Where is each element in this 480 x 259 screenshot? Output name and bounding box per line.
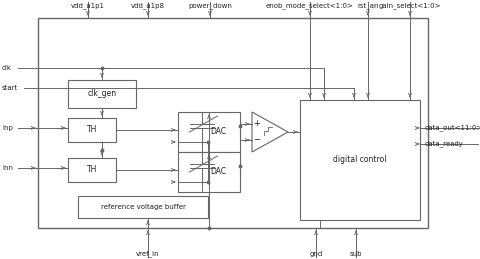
Text: vdd_a1p1: vdd_a1p1 xyxy=(71,2,105,9)
Text: digital control: digital control xyxy=(333,155,387,164)
Text: data_out<11:0>: data_out<11:0> xyxy=(425,125,480,131)
Bar xyxy=(68,158,116,182)
Text: gnd: gnd xyxy=(310,251,323,257)
Text: rst_an: rst_an xyxy=(357,2,379,9)
Text: clk_gen: clk_gen xyxy=(87,90,117,98)
Bar xyxy=(68,118,116,142)
Text: inn: inn xyxy=(2,165,13,171)
Text: inp: inp xyxy=(2,125,13,131)
Bar xyxy=(178,112,240,152)
Text: TH: TH xyxy=(87,126,97,134)
Text: start: start xyxy=(2,85,18,91)
Text: DAC: DAC xyxy=(210,127,227,136)
Bar xyxy=(68,80,136,108)
Bar xyxy=(78,196,208,218)
Text: gain_select<1:0>: gain_select<1:0> xyxy=(379,2,441,9)
Text: power_down: power_down xyxy=(188,2,232,9)
Text: vdd_a1p8: vdd_a1p8 xyxy=(131,2,165,9)
Text: data_ready: data_ready xyxy=(425,141,464,147)
Text: +: + xyxy=(253,119,261,128)
Text: DAC: DAC xyxy=(210,168,227,176)
Text: −: − xyxy=(253,135,261,145)
Text: enob_mode_select<1:0>: enob_mode_select<1:0> xyxy=(266,2,354,9)
Bar xyxy=(300,100,420,220)
Text: clk: clk xyxy=(2,65,12,71)
Text: TH: TH xyxy=(87,166,97,175)
Bar xyxy=(38,18,428,228)
Text: vref_in: vref_in xyxy=(136,250,160,257)
Text: sub: sub xyxy=(350,251,362,257)
Bar xyxy=(178,152,240,192)
Text: reference voltage buffer: reference voltage buffer xyxy=(101,204,185,210)
